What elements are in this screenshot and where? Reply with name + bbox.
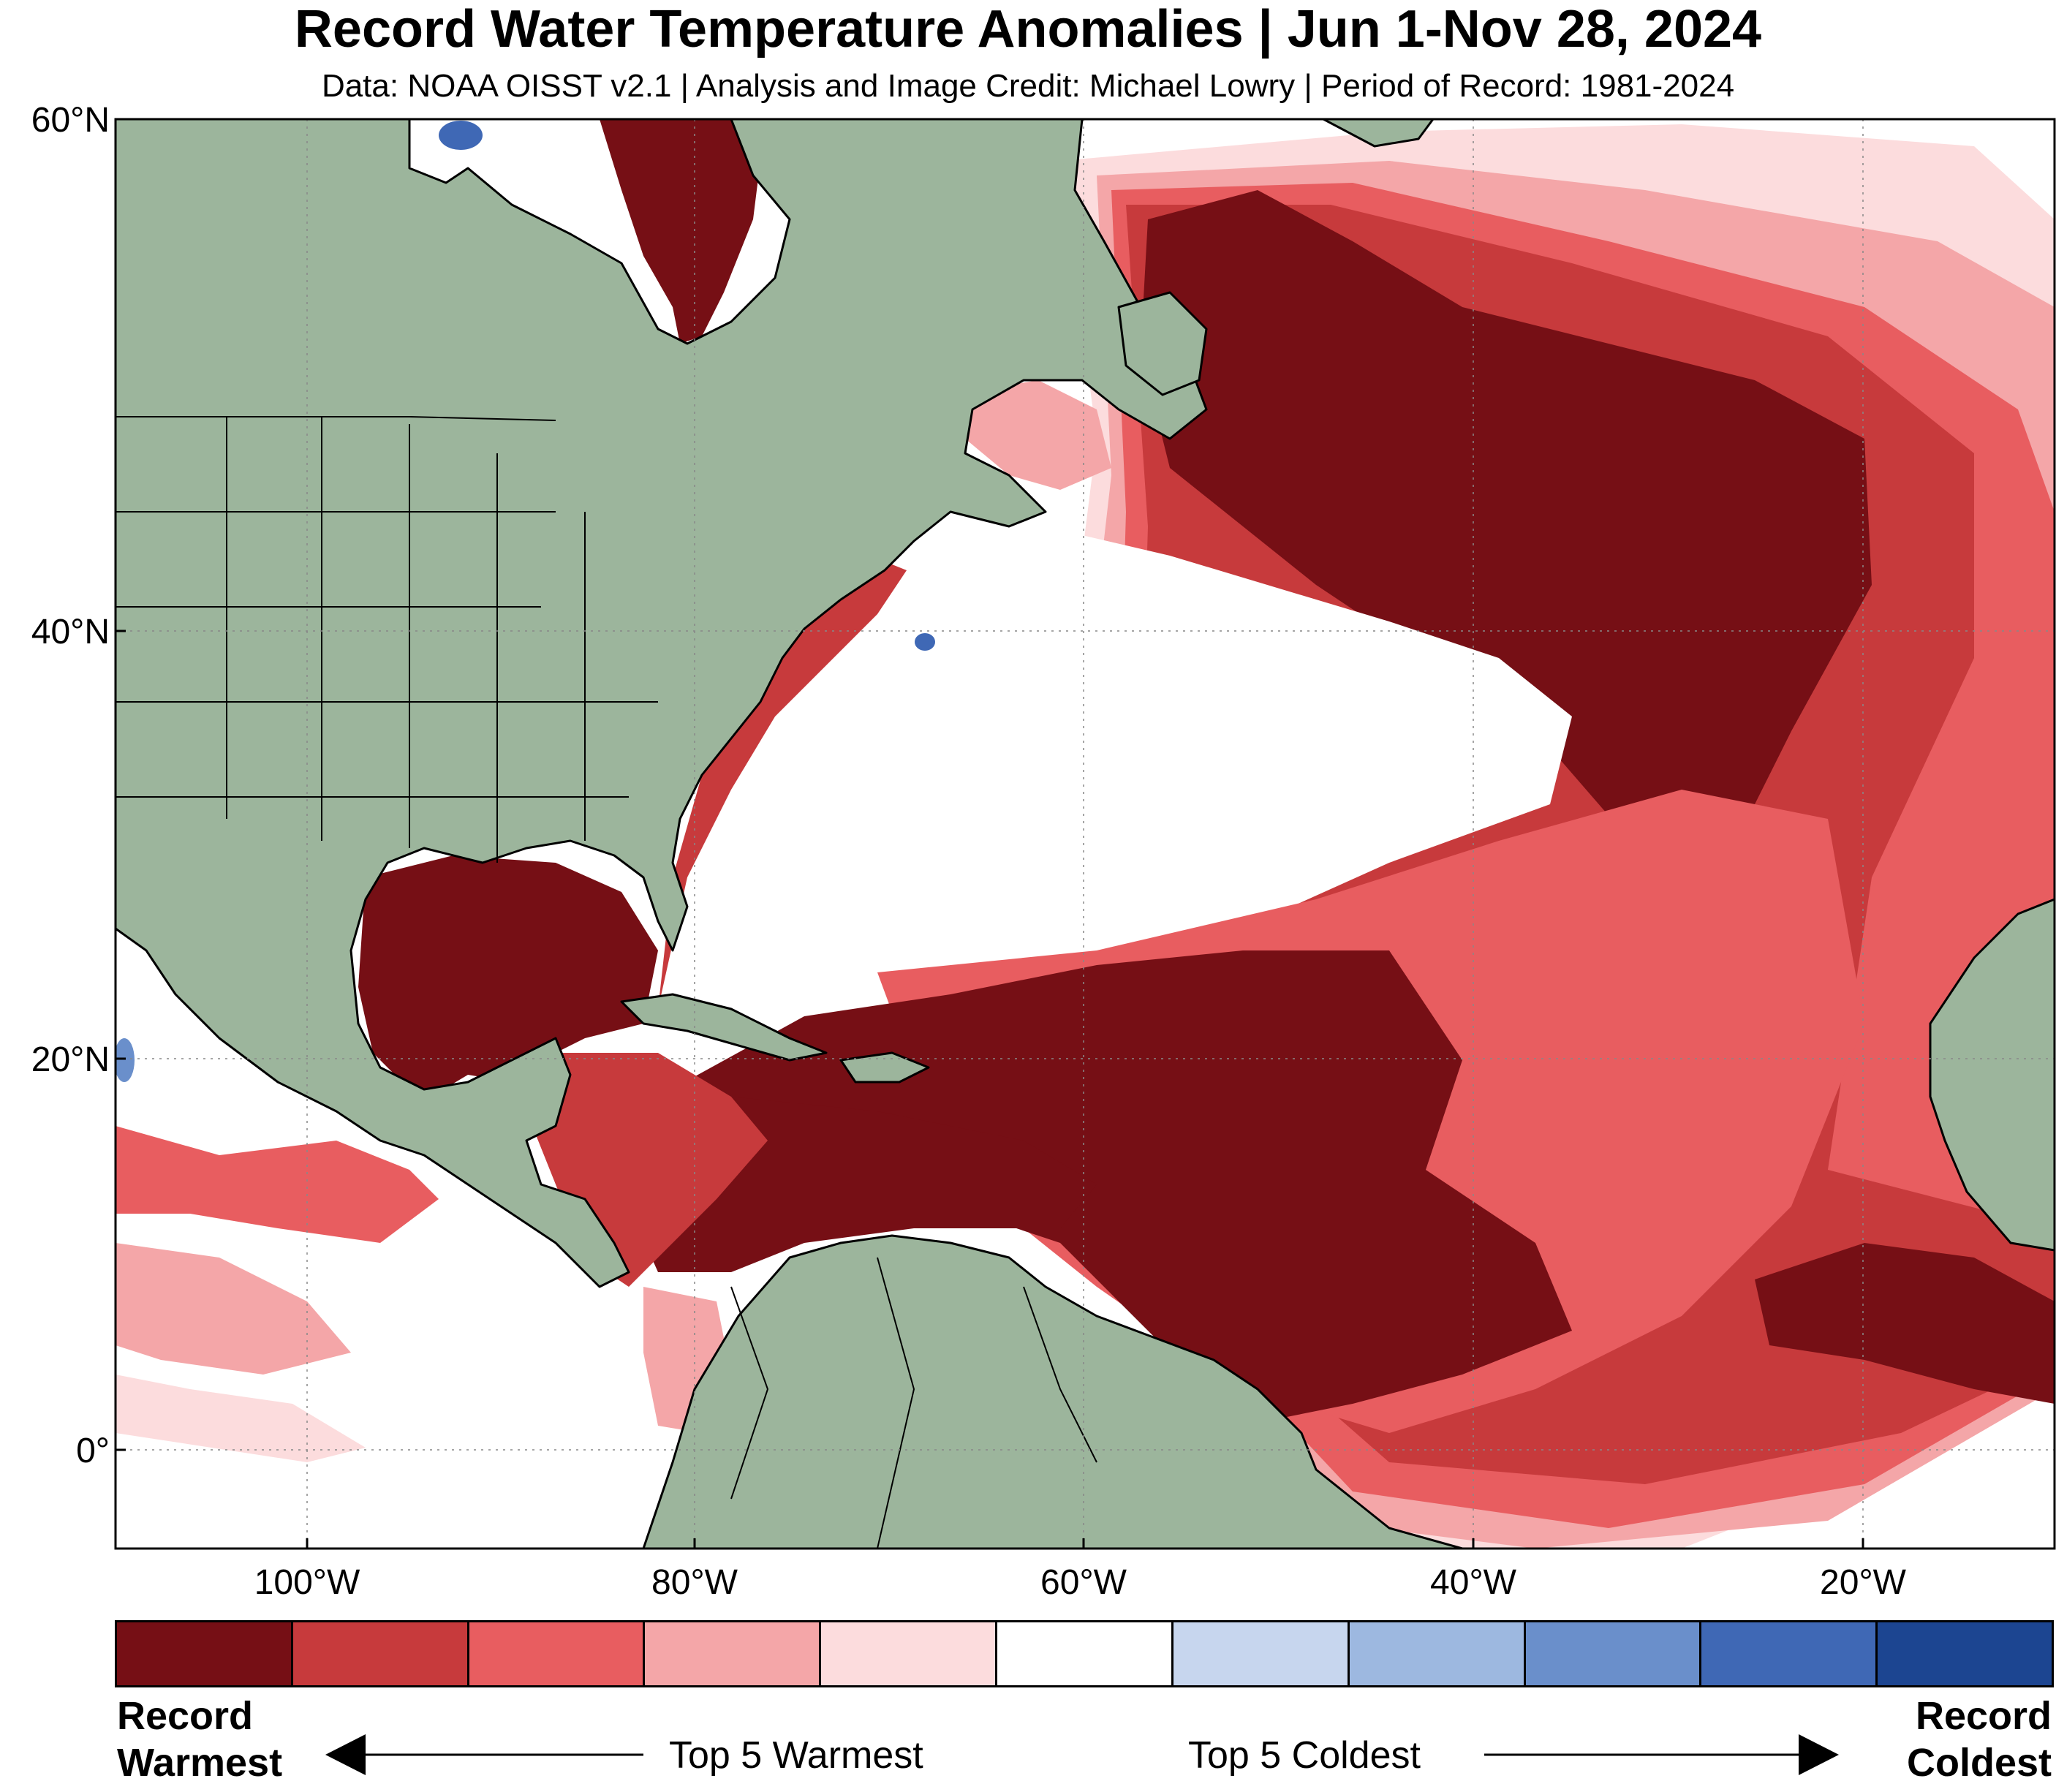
- lat-label-0: 0°: [76, 1432, 110, 1470]
- colorbar-cell: [469, 1622, 646, 1685]
- legend-left-label-2: Warmest: [117, 1741, 283, 1785]
- greenland-land: [1322, 119, 1435, 148]
- land-layer: [116, 119, 2055, 1549]
- colorbar-cell: [292, 1622, 469, 1685]
- cuba-land: [620, 993, 828, 1062]
- africa-land: [1929, 898, 2055, 1252]
- border-line: [116, 416, 556, 421]
- newfoundland-land: [1117, 291, 1208, 396]
- colorbar-cell: [821, 1622, 998, 1685]
- record-warm-ne-atlantic: [1141, 190, 1872, 877]
- map-subtitle: Data: NOAA OISST v2.1 | Analysis and Ima…: [321, 68, 1735, 104]
- anomaly-fill-layer: [116, 119, 2055, 1549]
- warm4-east-pacific: [116, 1243, 351, 1375]
- legend-top5-coldest: Top 5 Coldest: [1188, 1734, 1421, 1777]
- lat-label-20n: 20°N: [31, 1040, 110, 1079]
- legend-right-label-2: Coldest: [1906, 1741, 2052, 1785]
- colorbar-cell: [1349, 1622, 1526, 1685]
- gridlines: [116, 119, 2055, 1549]
- warm4-gulf-st-lawrence: [950, 380, 1111, 490]
- axis-ticks: [116, 118, 1864, 1549]
- neutral-central-atlantic: [687, 504, 1572, 972]
- lat-label-40n: 40°N: [31, 613, 110, 651]
- cold-patch-hudson: [439, 121, 483, 150]
- colorbar-cell: [1701, 1622, 1878, 1685]
- map-title: Record Water Temperature Anomalies | Jun…: [294, 0, 1762, 58]
- legend-colorbar: [115, 1620, 2054, 1687]
- colorbar-cell: [1878, 1622, 2052, 1685]
- lon-label-20w: 20°W: [1820, 1563, 1906, 1602]
- cold-patch-pacific: [116, 1038, 135, 1082]
- legend-left-label-1: Record: [117, 1694, 254, 1738]
- colorbar-cell: [1173, 1622, 1350, 1685]
- lat-label-60n: 60°N: [31, 101, 110, 140]
- border-line: [730, 1286, 769, 1500]
- north-america-land: [116, 119, 1208, 1288]
- legend-right-label-1: Record: [1915, 1694, 2052, 1738]
- record-warm-gulf-guinea: [1755, 1243, 2055, 1404]
- border-line: [877, 1257, 915, 1549]
- colorbar-cell: [645, 1622, 822, 1685]
- colorbar-cell: [997, 1622, 1173, 1685]
- lon-label-60w: 60°W: [1040, 1563, 1127, 1602]
- lon-label-80w: 80°W: [651, 1563, 738, 1602]
- south-america-land: [642, 1234, 1464, 1549]
- lon-label-40w: 40°W: [1430, 1563, 1516, 1602]
- state-borders: [116, 416, 1097, 1549]
- warm3-east-pacific: [116, 1126, 439, 1243]
- warm5-pacific-south: [116, 1375, 366, 1462]
- record-warm-gulf: [358, 855, 658, 1097]
- border-line: [1023, 1286, 1097, 1463]
- colorbar-cell: [1525, 1622, 1702, 1685]
- lon-label-100w: 100°W: [254, 1563, 360, 1602]
- hispaniola-land: [839, 1051, 930, 1084]
- legend-top5-warmest: Top 5 Warmest: [669, 1734, 923, 1777]
- record-warm-hudson-bay: [600, 119, 760, 344]
- cold-patch-gulfstream: [915, 633, 935, 651]
- map-frame: [114, 118, 2056, 1550]
- colorbar-cell: [117, 1622, 293, 1685]
